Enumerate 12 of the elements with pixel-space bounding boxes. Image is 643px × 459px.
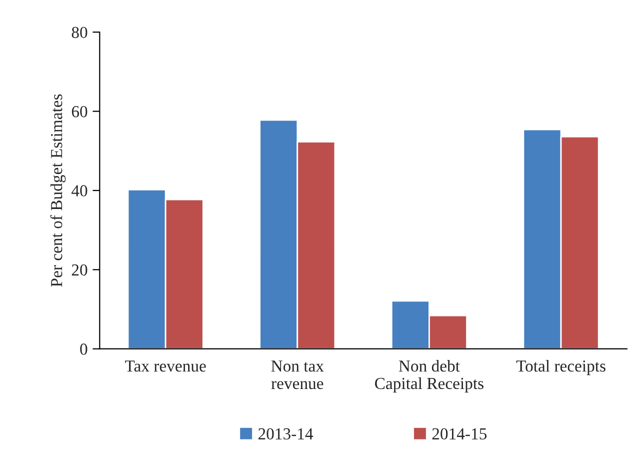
x-tick-label: Tax revenue bbox=[125, 360, 206, 372]
legend-label: 2014-15 bbox=[432, 428, 487, 440]
x-tick-label: Non debt Capital Receipts bbox=[375, 360, 484, 392]
x-tick-label: Total receipts bbox=[516, 360, 606, 376]
y-axis-title: Per cent of Budget Estimates bbox=[50, 94, 66, 287]
y-tick-label: 60 bbox=[72, 106, 88, 118]
x-tick-label: Non tax revenue bbox=[271, 360, 324, 390]
y-tick-label: 20 bbox=[72, 264, 88, 276]
legend-label: 2013-14 bbox=[258, 428, 314, 440]
y-tick-label: 40 bbox=[72, 185, 88, 196]
y-tick-label: 80 bbox=[72, 26, 88, 38]
y-tick-label: 0 bbox=[80, 344, 88, 355]
